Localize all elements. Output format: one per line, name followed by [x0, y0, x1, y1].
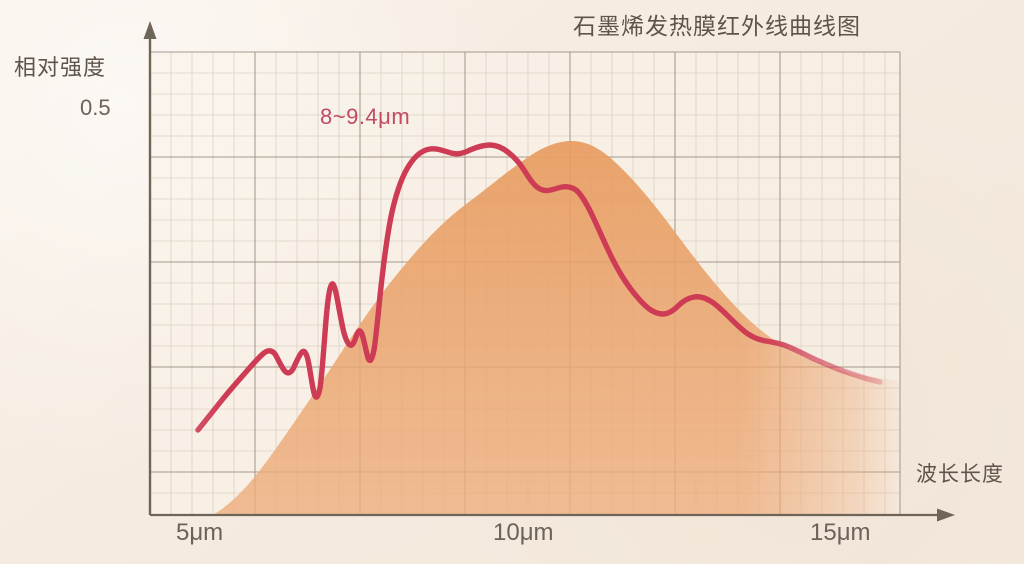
up-arrow-icon [143, 21, 157, 39]
right-arrow-icon [937, 508, 955, 522]
infrared-intensity-curve [195, 142, 883, 433]
peak-band-annotation: 8~9.4μm [320, 104, 411, 129]
y-axis-label: 相对强度 [14, 55, 107, 80]
x-axis-tick-10um: 10μm [493, 519, 554, 546]
x-axis-tick-5um: 5μm [176, 519, 224, 546]
x-axis-label: 波长长度 [916, 463, 1004, 486]
x-axis-tick-15um: 15μm [810, 519, 871, 546]
y-axis [143, 21, 157, 515]
y-axis-tick-0.5: 0.5 [80, 95, 111, 120]
x-axis [150, 508, 955, 522]
chart-title: 石墨烯发热膜红外线曲线图 [573, 13, 861, 39]
blackbody-area-series [213, 141, 900, 515]
